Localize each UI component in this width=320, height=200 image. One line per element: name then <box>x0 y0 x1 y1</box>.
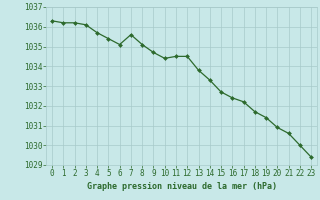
X-axis label: Graphe pression niveau de la mer (hPa): Graphe pression niveau de la mer (hPa) <box>87 182 276 191</box>
